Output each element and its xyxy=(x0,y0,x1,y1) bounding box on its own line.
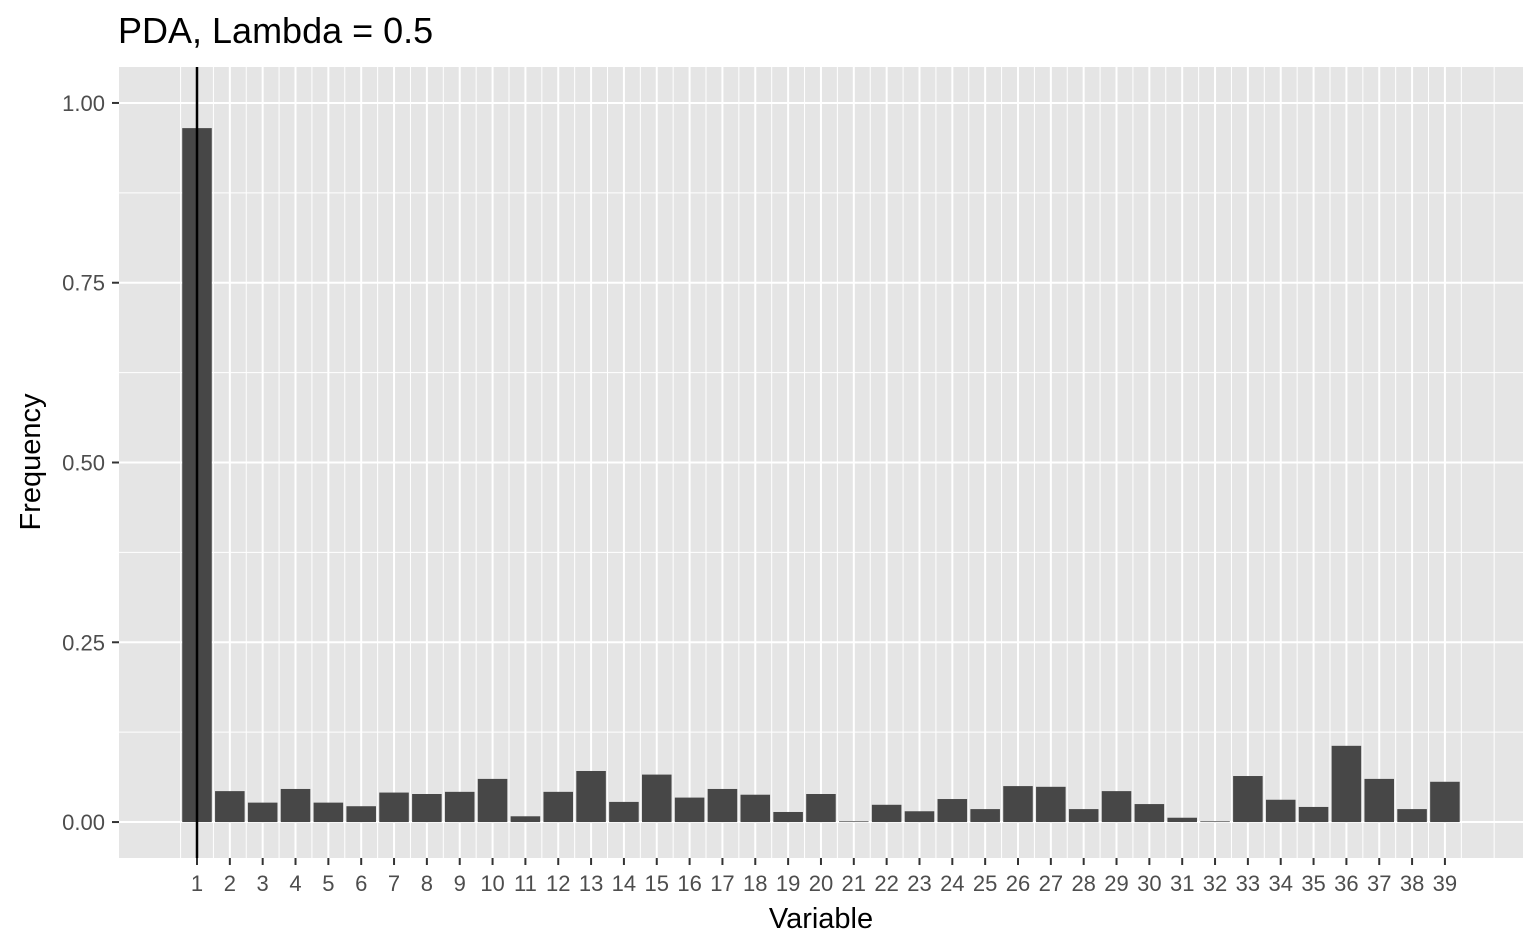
bar xyxy=(1167,817,1197,823)
bar xyxy=(247,802,278,823)
x-tick-label: 39 xyxy=(1433,871,1457,896)
x-tick-label: 7 xyxy=(388,871,400,896)
y-tick-label: 0.25 xyxy=(62,630,105,655)
bar xyxy=(313,802,344,823)
x-tick-label: 4 xyxy=(289,871,301,896)
x-tick-label: 19 xyxy=(776,871,800,896)
bar xyxy=(379,792,409,823)
bar xyxy=(1068,809,1099,823)
bar xyxy=(871,804,902,823)
x-tick-label: 21 xyxy=(842,871,866,896)
x-tick-label: 17 xyxy=(710,871,734,896)
bar xyxy=(1003,786,1033,823)
x-tick-label: 14 xyxy=(612,871,636,896)
x-tick-label: 8 xyxy=(421,871,433,896)
x-tick-label: 25 xyxy=(973,871,997,896)
x-tick-label: 27 xyxy=(1039,871,1063,896)
bar xyxy=(740,794,771,823)
x-axis-title: Variable xyxy=(769,903,873,935)
y-tick-label: 1.00 xyxy=(62,91,105,116)
chart-title: PDA, Lambda = 0.5 xyxy=(118,10,433,51)
x-tick-label: 15 xyxy=(645,871,669,896)
bar xyxy=(707,788,738,823)
x-tick-label: 32 xyxy=(1203,871,1227,896)
x-tick-label: 22 xyxy=(874,871,898,896)
bar xyxy=(1430,781,1460,823)
bar xyxy=(543,791,574,823)
x-tick-label: 18 xyxy=(743,871,767,896)
bar xyxy=(609,801,639,823)
x-tick-label: 29 xyxy=(1104,871,1128,896)
x-tick-label: 37 xyxy=(1367,871,1391,896)
x-tick-label: 13 xyxy=(579,871,603,896)
bar xyxy=(674,797,705,823)
y-axis: 0.00 0.25 0.50 0.75 1.00 xyxy=(62,91,119,835)
x-tick-label: 11 xyxy=(514,871,537,896)
x-tick-label: 16 xyxy=(677,871,701,896)
grid-minor-y xyxy=(119,192,1523,733)
x-tick-label: 33 xyxy=(1236,871,1260,896)
x-tick-label: 3 xyxy=(257,871,269,896)
bar xyxy=(904,811,935,823)
bar xyxy=(1134,804,1165,823)
x-tick-label: 1 xyxy=(191,871,203,896)
bar xyxy=(1331,745,1362,823)
x-tick-label: 35 xyxy=(1301,871,1325,896)
bar xyxy=(412,794,442,823)
x-axis: 1 2 3 4 5 6 7 8 9 10 11 12 13 14 15 16 17 18 19 20 21 22 23 24 2… xyxy=(191,858,1457,896)
bar xyxy=(510,816,541,823)
x-tick-label: 30 xyxy=(1137,871,1161,896)
bar xyxy=(1101,791,1132,823)
x-tick-label: 38 xyxy=(1400,871,1424,896)
bar xyxy=(937,799,968,823)
y-tick-label: 0.50 xyxy=(62,451,105,476)
bar xyxy=(773,811,803,823)
bar xyxy=(280,788,311,823)
bar xyxy=(1036,786,1066,823)
y-tick-label: 0.75 xyxy=(62,271,105,296)
x-tick-label: 9 xyxy=(454,871,466,896)
x-tick-label: 34 xyxy=(1268,871,1292,896)
x-tick-label: 20 xyxy=(809,871,833,896)
bar xyxy=(1364,778,1395,823)
x-tick-label: 23 xyxy=(907,871,931,896)
x-tick-label: 31 xyxy=(1170,871,1194,896)
x-tick-label: 5 xyxy=(322,871,334,896)
bar xyxy=(1265,799,1296,823)
x-tick-label: 24 xyxy=(940,871,964,896)
y-axis-title: Frequency xyxy=(15,393,47,531)
bar xyxy=(477,778,508,823)
y-tick-label: 0.00 xyxy=(62,810,105,835)
bar xyxy=(970,809,1000,823)
bar xyxy=(576,770,606,823)
bar xyxy=(215,791,245,823)
bar xyxy=(1298,806,1329,823)
x-tick-label: 10 xyxy=(480,871,504,896)
bar xyxy=(641,774,672,823)
bar xyxy=(444,791,475,823)
bar xyxy=(1233,776,1263,823)
bar xyxy=(1200,821,1230,823)
bar xyxy=(839,821,869,823)
x-tick-label: 28 xyxy=(1071,871,1095,896)
bar xyxy=(806,794,836,823)
x-tick-label: 26 xyxy=(1006,871,1030,896)
bar xyxy=(346,806,376,823)
x-tick-label: 6 xyxy=(355,871,367,896)
bar xyxy=(1397,809,1427,823)
x-tick-label: 2 xyxy=(224,871,236,896)
x-tick-label: 36 xyxy=(1334,871,1358,896)
x-tick-label: 12 xyxy=(546,871,570,896)
